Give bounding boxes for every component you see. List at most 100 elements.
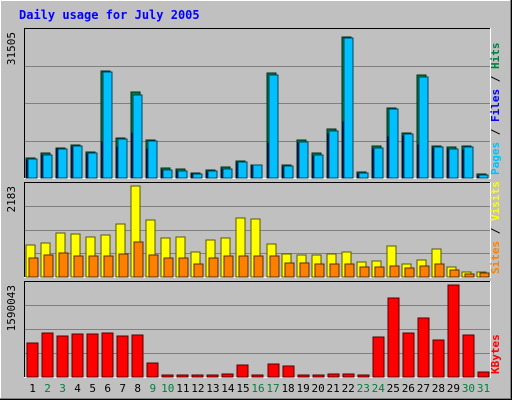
legend-separator: / <box>489 69 502 89</box>
x-tick-label: 28 <box>432 382 445 395</box>
bar-kbytes-day-2 <box>41 332 54 378</box>
x-tick-label: 19 <box>296 382 309 395</box>
bar-kbytes-day-23 <box>357 374 370 378</box>
legend: Sites / Visits <box>489 181 502 274</box>
x-tick-label: 7 <box>119 382 126 395</box>
bar-kbytes-day-4 <box>71 333 84 378</box>
bar-kbytes-day-24 <box>372 336 385 378</box>
x-tick-label: 31 <box>477 382 490 395</box>
bar-pages-day-29 <box>448 148 459 179</box>
bar-pages-day-5 <box>87 152 98 179</box>
x-tick-label: 22 <box>342 382 355 395</box>
x-tick-label: 11 <box>176 382 189 395</box>
bar-sites-day-6 <box>103 255 114 278</box>
bar-pages-day-28 <box>433 146 444 179</box>
legend-separator: / <box>489 122 502 142</box>
x-tick-label: 26 <box>402 382 415 395</box>
bar-kbytes-day-6 <box>101 332 114 378</box>
bar-pages-day-27 <box>418 76 429 179</box>
bar-pages-day-6 <box>102 71 113 179</box>
panel-1: 31505 Pages / Files / Hits <box>5 28 502 179</box>
bar-pages-day-4 <box>72 145 83 179</box>
bar-sites-day-9 <box>148 254 159 278</box>
bar-kbytes-day-15 <box>236 364 249 378</box>
x-tick-label: 12 <box>191 382 204 395</box>
y-max-label: 1590043 <box>5 285 18 331</box>
bar-kbytes-day-31 <box>477 371 490 378</box>
bar-pages-day-15 <box>237 161 248 179</box>
legend-sites: Sites <box>489 241 502 274</box>
bar-kbytes-day-8 <box>131 334 144 378</box>
bar-kbytes-day-18 <box>282 365 295 378</box>
x-tick-label: 29 <box>447 382 460 395</box>
bar-kbytes-day-13 <box>206 374 219 378</box>
bar-sites-day-23 <box>359 266 370 278</box>
x-tick-label: 5 <box>89 382 96 395</box>
bar-kbytes-day-22 <box>342 373 355 378</box>
x-tick-label: 10 <box>161 382 174 395</box>
bar-sites-day-27 <box>419 265 430 278</box>
bar-pages-day-17 <box>268 74 279 179</box>
series-kbytes <box>26 284 490 378</box>
x-tick-label: 9 <box>149 382 156 395</box>
bar-sites-day-8 <box>133 241 144 278</box>
bar-kbytes-day-5 <box>86 333 99 378</box>
bar-kbytes-day-7 <box>116 335 129 378</box>
bar-pages-day-19 <box>298 141 309 179</box>
bar-sites-day-24 <box>374 266 385 278</box>
bar-pages-day-26 <box>403 133 414 179</box>
bar-sites-day-19 <box>299 262 310 278</box>
bar-kbytes-day-28 <box>432 339 445 378</box>
x-tick-label: 24 <box>372 382 386 395</box>
legend: Pages / Files / Hits <box>489 43 502 176</box>
bar-pages-day-1 <box>27 158 38 179</box>
bar-kbytes-day-29 <box>447 284 460 378</box>
x-tick-label: 6 <box>104 382 111 395</box>
bar-kbytes-day-14 <box>221 373 234 378</box>
bar-kbytes-day-11 <box>176 374 189 378</box>
bar-sites-day-16 <box>253 255 264 278</box>
bar-sites-day-20 <box>314 263 325 278</box>
bar-pages-day-9 <box>147 140 158 179</box>
panel-2: 2183 Sites / Visits <box>5 181 502 278</box>
bar-pages-day-20 <box>313 154 324 179</box>
bar-kbytes-day-17 <box>267 363 280 378</box>
x-axis-labels: 1 2 3 4 5 6 7 8 9 10 11 12 13 14 15 16 17 18 19 20 21 22 23 24 2… <box>29 382 490 395</box>
bar-sites-day-7 <box>118 253 129 278</box>
bar-sites-day-31 <box>479 272 490 278</box>
bar-kbytes-day-16 <box>251 374 264 378</box>
legend-visits: Visits <box>489 181 502 221</box>
bar-pages-day-16 <box>252 164 263 179</box>
bar-sites-day-26 <box>404 267 415 278</box>
bar-sites-day-18 <box>284 262 295 278</box>
bar-pages-day-12 <box>192 173 203 179</box>
bar-kbytes-day-21 <box>327 373 340 378</box>
bar-pages-day-14 <box>222 168 233 179</box>
bar-kbytes-day-25 <box>387 297 400 378</box>
x-tick-label: 3 <box>59 382 66 395</box>
bar-pages-day-30 <box>463 146 474 179</box>
bar-sites-day-1 <box>28 257 39 278</box>
legend-files: Files <box>489 89 502 122</box>
bar-kbytes-day-9 <box>146 362 159 378</box>
panel-3: 1590043 KBytes <box>5 281 502 378</box>
bar-kbytes-day-12 <box>191 374 204 378</box>
x-tick-label: 13 <box>206 382 219 395</box>
bar-pages-day-10 <box>162 169 173 179</box>
bar-kbytes-day-19 <box>297 374 310 378</box>
bar-sites-day-29 <box>449 269 460 278</box>
x-tick-label: 25 <box>387 382 400 395</box>
legend-hits: Hits <box>489 43 502 70</box>
x-tick-label: 1 <box>29 382 36 395</box>
bar-sites-day-10 <box>163 257 174 278</box>
x-tick-label: 30 <box>462 382 475 395</box>
bar-pages-day-7 <box>117 138 128 179</box>
x-tick-label: 27 <box>417 382 430 395</box>
bar-sites-day-15 <box>238 255 249 278</box>
bar-pages-day-13 <box>207 170 218 179</box>
bar-sites-day-4 <box>73 255 84 278</box>
bar-sites-day-17 <box>269 255 280 278</box>
bar-pages-day-11 <box>177 170 188 179</box>
y-max-label: 31505 <box>5 32 18 65</box>
